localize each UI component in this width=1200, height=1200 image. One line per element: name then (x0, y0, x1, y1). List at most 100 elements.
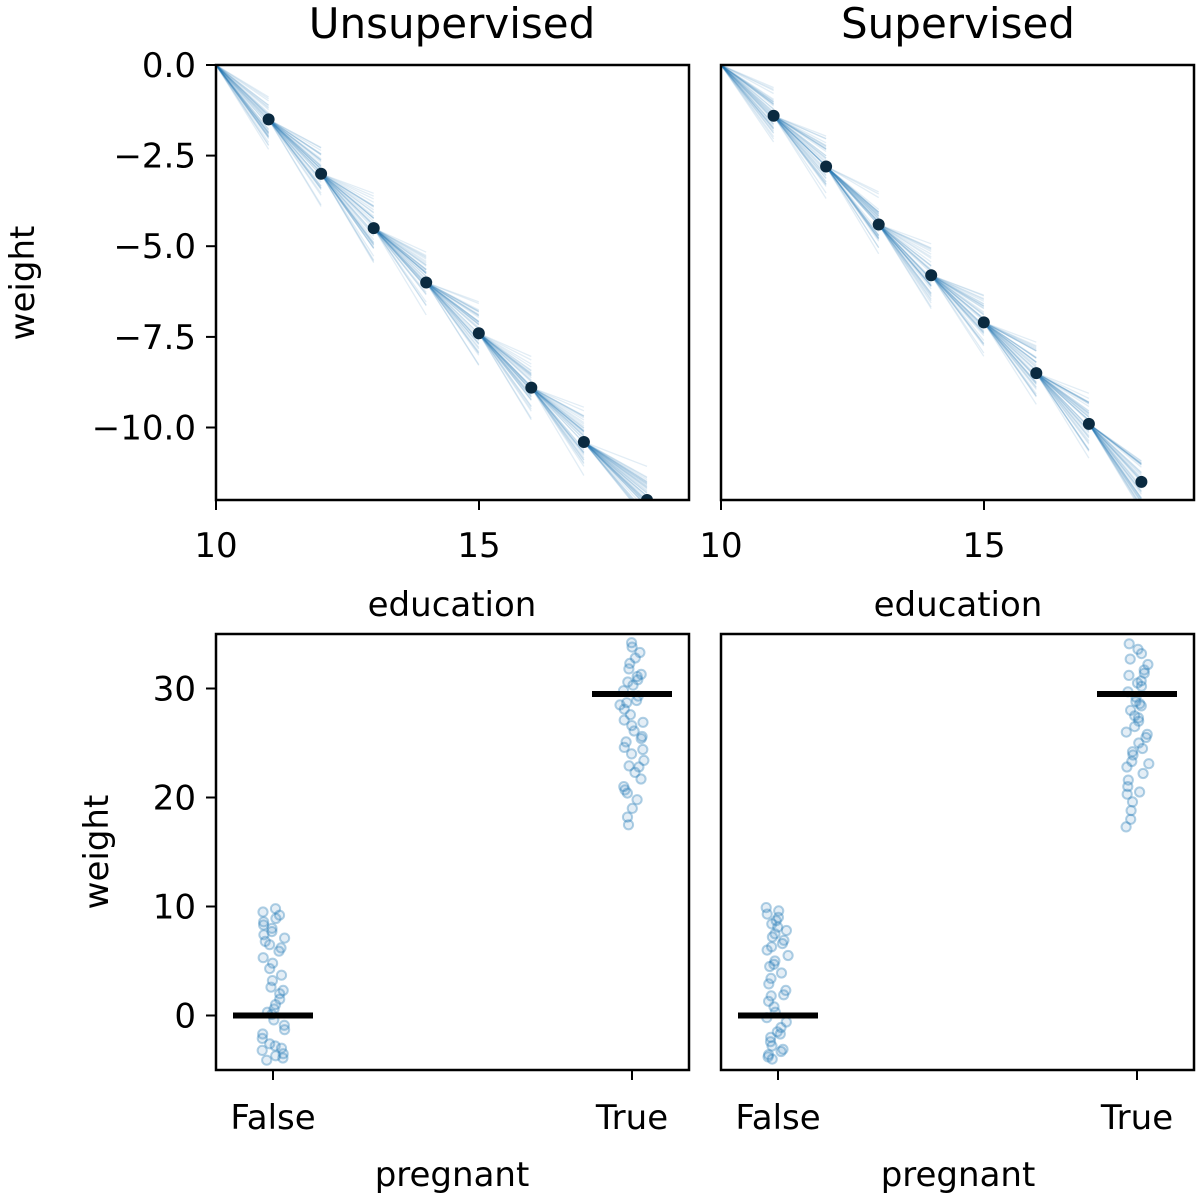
strip-point (278, 1019, 290, 1031)
sample-line (530, 387, 585, 417)
strip-point (775, 967, 788, 979)
sample-line (930, 274, 985, 300)
strip-point (637, 716, 649, 728)
sample-line (478, 332, 532, 392)
sample-line (825, 166, 880, 236)
sample-line (530, 387, 585, 453)
strip-point (1137, 767, 1149, 780)
sample-line (1035, 372, 1090, 421)
strip-point (1138, 664, 1150, 676)
sample-line (1035, 372, 1090, 416)
sample-line (983, 321, 1037, 363)
sample-line (1035, 372, 1090, 408)
strip-point (1122, 774, 1134, 786)
x-tick-label: True (1100, 1098, 1173, 1138)
sample-line (530, 387, 585, 417)
sample-line (721, 65, 775, 110)
sample-line (878, 224, 932, 288)
sample-line (425, 282, 480, 342)
sample-line (268, 118, 322, 161)
strip-point (773, 905, 785, 917)
x-axis-title: pregnant (881, 1155, 1036, 1195)
sample-line (773, 115, 827, 159)
sample-line (1088, 423, 1142, 463)
sample-line (721, 65, 774, 89)
sample-line (721, 65, 775, 132)
sample-line (773, 115, 827, 147)
sample-line (983, 321, 1037, 390)
sample-line (583, 441, 648, 500)
sample-line (1036, 372, 1090, 394)
sample-line (373, 227, 427, 285)
sample-line (425, 281, 480, 323)
sample-line (583, 441, 648, 484)
strip-point (256, 1044, 268, 1057)
mean-point (1082, 417, 1095, 430)
strip-point (772, 911, 785, 924)
sample-line (216, 65, 270, 116)
strip-point (258, 916, 270, 928)
sample-line (373, 227, 427, 277)
sample-line (878, 223, 932, 249)
strip-point (634, 646, 646, 659)
sample-line (930, 274, 985, 307)
sample-line (268, 119, 322, 206)
sample-line (1088, 423, 1142, 500)
sample-line (1035, 372, 1090, 412)
sample-line (268, 118, 322, 161)
sample-line (531, 387, 585, 412)
sample-line (320, 173, 375, 247)
strip-point (277, 1048, 289, 1060)
sample-line (1088, 423, 1142, 499)
sample-line (530, 387, 585, 456)
sample-line (878, 224, 932, 298)
sample-line (373, 227, 427, 289)
strip-point (772, 921, 784, 933)
strip-point (761, 944, 773, 956)
sample-line (320, 173, 375, 217)
sample-line (530, 387, 585, 461)
sample-line (320, 173, 375, 225)
sample-line (530, 387, 585, 427)
sample-line (878, 223, 932, 251)
sample-line (373, 227, 427, 266)
sample-line (825, 166, 880, 220)
sample-line (983, 321, 1037, 351)
sample-line (216, 65, 269, 102)
sample-line (268, 118, 322, 149)
strip-point (633, 761, 645, 773)
sample-line (478, 332, 532, 421)
sample-line (373, 227, 427, 283)
sample-line (530, 387, 585, 440)
sample-line (583, 441, 634, 500)
mean-points-group (767, 109, 1148, 488)
sample-line (583, 441, 635, 500)
sample-line (320, 173, 375, 207)
sample-line (530, 387, 585, 467)
sample-line (983, 321, 1037, 359)
sample-line (583, 441, 642, 500)
y-tick-label: 20 (153, 779, 196, 819)
strip-point (782, 949, 794, 962)
sample-line (983, 321, 1037, 363)
sample-line (320, 173, 375, 226)
sample-line (425, 281, 480, 323)
sample-line (425, 281, 480, 324)
strip-point (628, 725, 640, 737)
sample-line (530, 387, 585, 424)
sample-line (1088, 423, 1142, 500)
sample-line (1035, 372, 1090, 412)
sample-line (773, 115, 827, 187)
sample-line (721, 65, 775, 134)
sample-line (983, 321, 1037, 389)
sample-line (1088, 423, 1138, 500)
sample-line (478, 332, 532, 374)
sample-line (930, 274, 985, 315)
sample-line (425, 282, 480, 354)
sample-line (216, 65, 270, 131)
sample-line (773, 115, 827, 164)
sample-line (721, 65, 774, 100)
sample-line (1088, 423, 1138, 500)
sample-line (878, 223, 932, 258)
mean-point (1135, 475, 1148, 488)
